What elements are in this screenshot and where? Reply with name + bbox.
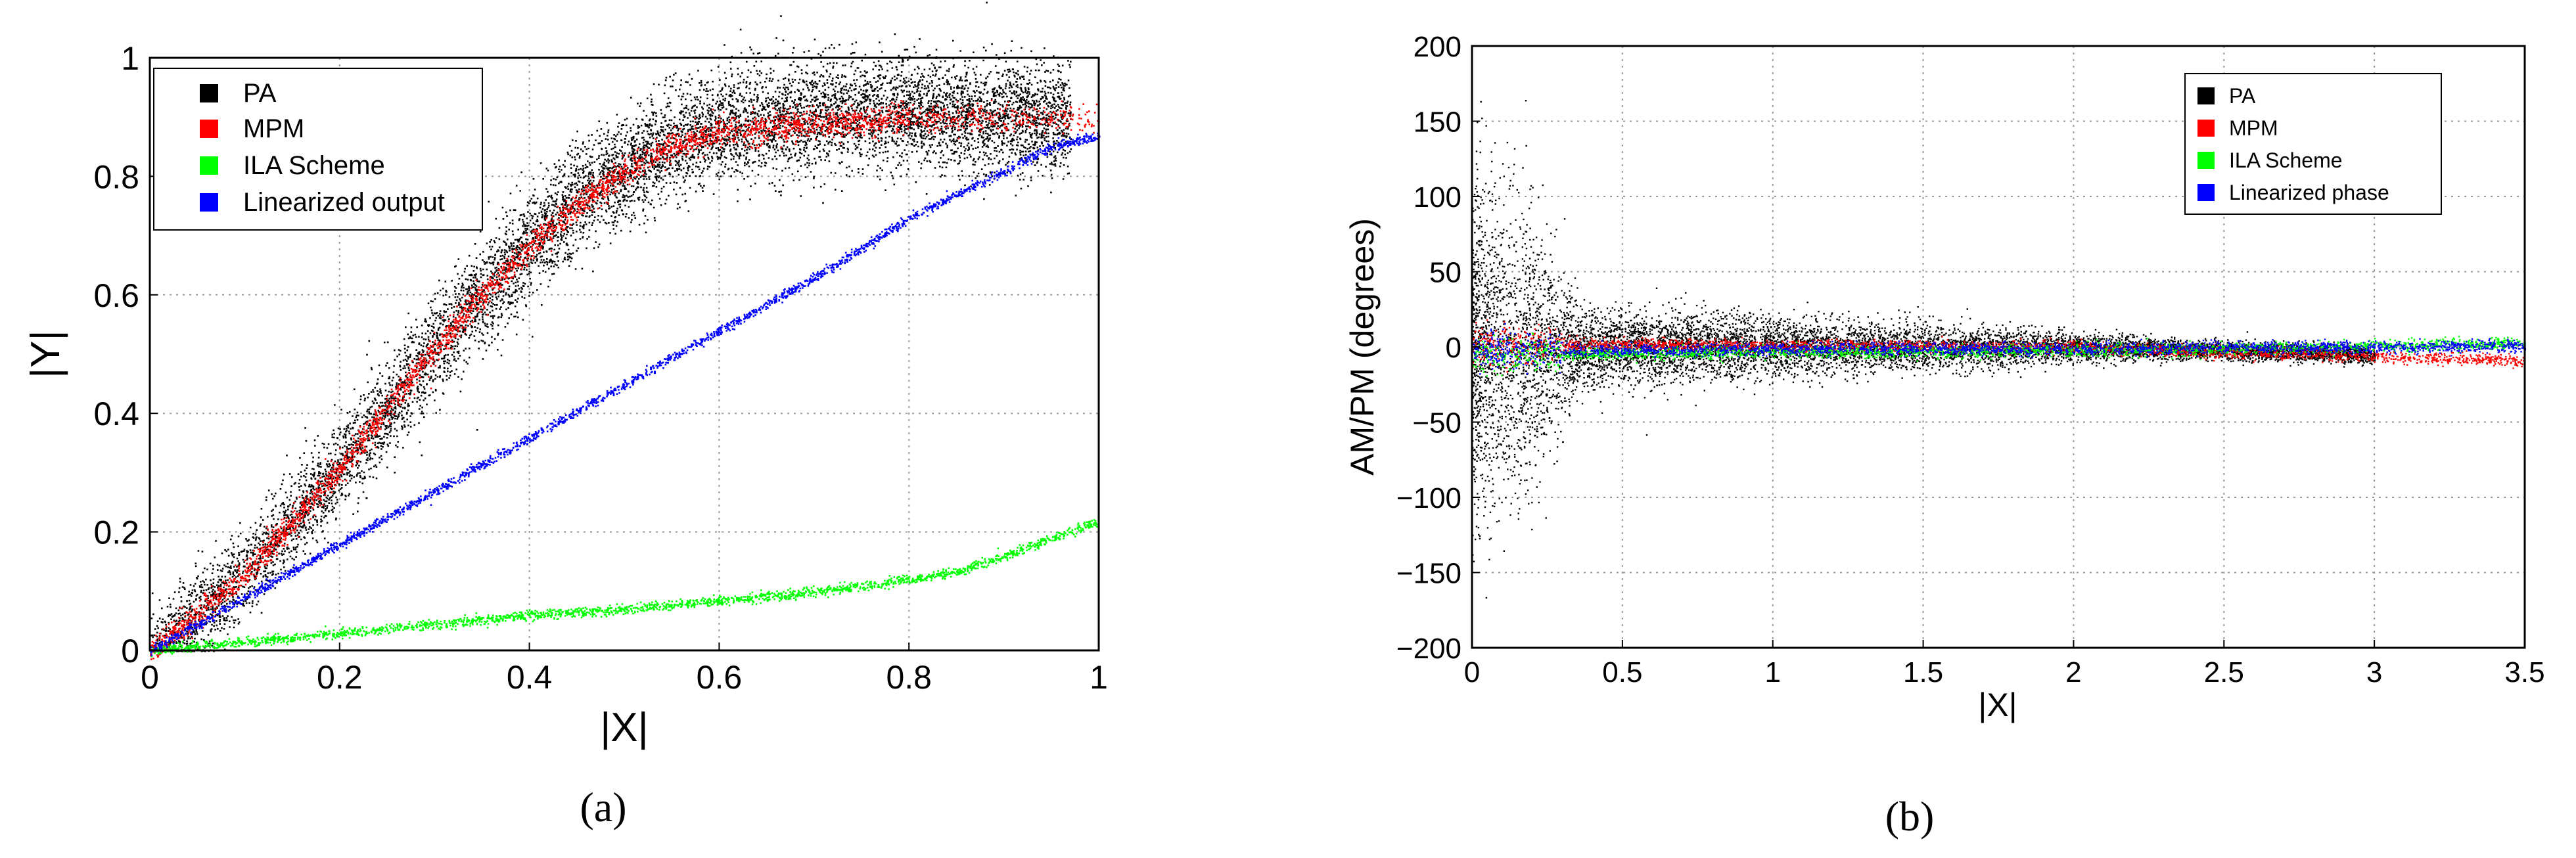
legend-label-linearized-a: Linearized output bbox=[243, 188, 445, 217]
chart-panel-a: 0 0.2 0.4 0.6 0.8 1 0 0.2 0.4 0.6 0.8 1 |X| |Y| (a… bbox=[23, 1, 1108, 830]
y-tick-label: 0.8 bbox=[93, 158, 139, 195]
legend-label-pa-b: PA bbox=[2229, 84, 2256, 108]
y-tick-label: −50 bbox=[1412, 407, 1461, 439]
x-tick-label: 2 bbox=[2065, 656, 2081, 689]
y-axis-ticks-a: 0 0.2 0.4 0.6 0.8 1 bbox=[93, 40, 158, 669]
legend-swatch-pa-b bbox=[2197, 87, 2215, 104]
series-layer-a bbox=[150, 99, 1101, 660]
y-tick-label: 1 bbox=[121, 40, 139, 77]
x-axis-label-a: |X| bbox=[600, 705, 649, 750]
y-tick-label: 50 bbox=[1429, 256, 1461, 288]
pa-scatter-cloud-a bbox=[150, 1, 1072, 652]
legend-label-ila-b: ILA Scheme bbox=[2229, 148, 2343, 172]
x-tick-label: 0.4 bbox=[507, 659, 553, 696]
x-tick-label: 0 bbox=[1464, 656, 1480, 689]
y-tick-label: −200 bbox=[1396, 633, 1461, 665]
y-tick-label: 200 bbox=[1414, 31, 1461, 63]
y-tick-label: 0 bbox=[1446, 332, 1461, 364]
plot-frame-a bbox=[149, 56, 1100, 652]
legend-swatch-ila-b bbox=[2197, 152, 2215, 169]
panel-label-a: (a) bbox=[580, 784, 626, 830]
x-axis-ticks-a: 0 0.2 0.4 0.6 0.8 1 bbox=[141, 643, 1108, 696]
series-layer-b bbox=[1472, 319, 2527, 377]
x-tick-label: 3.5 bbox=[2504, 656, 2544, 689]
panel-label-b: (b) bbox=[1885, 793, 1935, 840]
chart-panel-b: 0 0.5 1 1.5 2 2.5 3 3.5 −200 −150 −100 −50 0 50 100 15… bbox=[1344, 31, 2545, 840]
y-tick-label: −100 bbox=[1396, 482, 1461, 514]
legend-label-linearized-b: Linearized phase bbox=[2229, 181, 2389, 204]
series-linearized-phase-b bbox=[1472, 323, 2527, 375]
y-axis-ticks-b: −200 −150 −100 −50 0 50 100 150 200 bbox=[1396, 31, 1480, 665]
series-ila-scheme-b bbox=[1472, 332, 2526, 377]
legend-swatch-pa-a bbox=[200, 84, 218, 102]
legend-swatch-mpm-a bbox=[200, 120, 218, 138]
legend-swatch-linearized-b bbox=[2197, 184, 2215, 201]
legend-a: PA MPM ILA Scheme Linearized output bbox=[153, 68, 483, 231]
legend-b: PA MPM ILA Scheme Linearized phase bbox=[2184, 73, 2442, 215]
x-tick-label: 0.8 bbox=[886, 659, 932, 696]
y-tick-label: 0.6 bbox=[93, 277, 139, 314]
x-tick-label: 1 bbox=[1090, 659, 1108, 696]
legend-swatch-linearized-a bbox=[200, 193, 218, 212]
series-pa-a bbox=[150, 1, 1072, 652]
y-axis-label-b: AM/PM (degrees) bbox=[1344, 218, 1381, 476]
legend-swatch-mpm-b bbox=[2197, 120, 2215, 137]
x-tick-label: 0 bbox=[141, 659, 159, 696]
y-tick-label: 0.4 bbox=[93, 395, 139, 432]
legend-swatch-ila-a bbox=[200, 156, 218, 175]
x-tick-label: 3 bbox=[2366, 656, 2382, 689]
y-tick-label: 150 bbox=[1414, 106, 1461, 138]
y-tick-label: 0 bbox=[121, 633, 139, 669]
legend-label-ila-a: ILA Scheme bbox=[243, 151, 385, 180]
x-tick-label: 0.6 bbox=[697, 659, 743, 696]
y-tick-label: 0.2 bbox=[93, 514, 139, 551]
y-axis-label-a: |Y| bbox=[23, 330, 68, 378]
x-tick-label: 1 bbox=[1764, 656, 1780, 689]
x-axis-ticks-b: 0 0.5 1 1.5 2 2.5 3 3.5 bbox=[1464, 640, 2545, 689]
x-tick-label: 1.5 bbox=[1903, 656, 1943, 689]
series-ila-scheme-a bbox=[150, 516, 1100, 658]
x-tick-label: 0.2 bbox=[317, 659, 363, 696]
y-tick-label: −150 bbox=[1396, 557, 1461, 589]
x-tick-label: 0.5 bbox=[1602, 656, 1642, 689]
legend-label-pa-a: PA bbox=[243, 79, 277, 108]
y-tick-label: 100 bbox=[1414, 181, 1461, 214]
x-tick-label: 2.5 bbox=[2204, 656, 2244, 689]
x-axis-label-b: |X| bbox=[1978, 687, 2017, 723]
legend-label-mpm-a: MPM bbox=[243, 114, 304, 143]
legend-label-mpm-b: MPM bbox=[2229, 116, 2278, 140]
legend-box-b bbox=[2184, 73, 2442, 215]
